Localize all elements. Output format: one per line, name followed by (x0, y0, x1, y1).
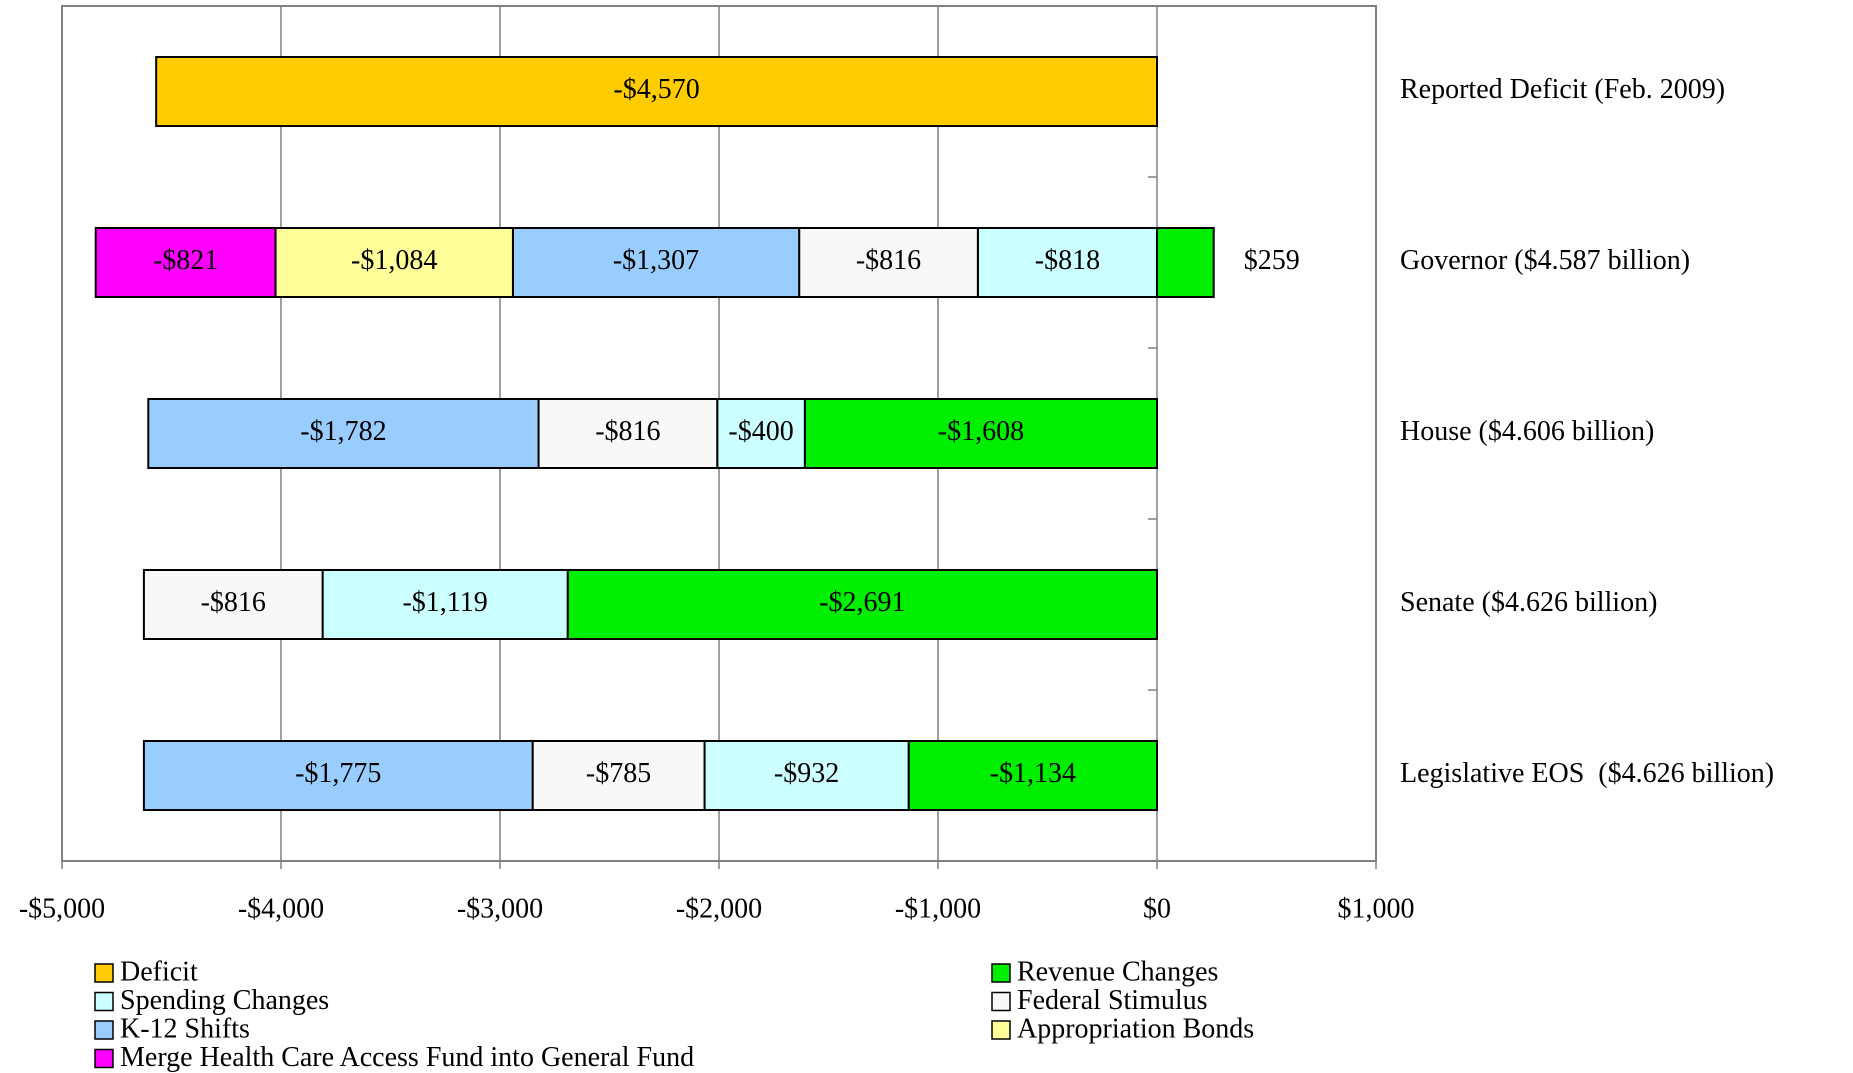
x-tick-label: -$3,000 (457, 893, 543, 924)
bar-segment (274, 227, 514, 298)
value-label: -$785 (586, 758, 651, 789)
bar-segment (803, 398, 1159, 469)
x-tick-label: -$4,000 (238, 893, 324, 924)
bar-segment (907, 740, 1158, 811)
category-label: House ($4.606 billion) (1400, 416, 1654, 447)
value-label: -$1,775 (295, 758, 381, 789)
category-label: Legislative EOS ($4.626 billion) (1400, 758, 1774, 789)
bar-segment (142, 740, 534, 811)
bar-segment (147, 398, 540, 469)
legend-swatch (94, 1048, 114, 1069)
bar-segment (566, 569, 1158, 640)
legend-label: Merge Health Care Access Fund into Gener… (120, 1042, 694, 1073)
legend-swatch (94, 1020, 114, 1040)
value-label: -$1,119 (402, 587, 487, 618)
bar-segment (1156, 227, 1215, 298)
category-label: Reported Deficit (Feb. 2009) (1400, 74, 1725, 105)
category-label: Governor ($4.587 billion) (1400, 245, 1690, 276)
bar-segment (716, 398, 806, 469)
legend-swatch (991, 1020, 1011, 1040)
legend-label: Spending Changes (120, 985, 329, 1016)
bar-segment (155, 56, 1159, 127)
legend-swatch (94, 963, 114, 983)
bar-segment (94, 227, 277, 298)
category-label: Senate ($4.626 billion) (1400, 587, 1657, 618)
value-label: -$1,608 (938, 416, 1024, 447)
legend-swatch (991, 963, 1011, 983)
x-tick-label: $1,000 (1338, 893, 1415, 924)
value-label: -$1,782 (300, 416, 386, 447)
x-tick-label: -$2,000 (676, 893, 762, 924)
bar-segment (703, 740, 910, 811)
bar-segment (798, 227, 979, 298)
value-label: -$816 (856, 245, 921, 276)
value-label: -$1,084 (351, 245, 437, 276)
x-tick-label: -$5,000 (19, 893, 105, 924)
value-label: -$818 (1035, 245, 1100, 276)
bar-segment (142, 569, 324, 640)
value-label: -$816 (201, 587, 266, 618)
value-label: -$4,570 (613, 74, 699, 105)
legend-label: Federal Stimulus (1017, 985, 1208, 1016)
value-label: $259 (1244, 245, 1300, 276)
value-label: -$821 (153, 245, 218, 276)
bar-segment (511, 227, 801, 298)
x-tick-label: $0 (1143, 893, 1171, 924)
legend-swatch (94, 991, 114, 1012)
value-label: -$1,307 (613, 245, 699, 276)
legend-label: Appropriation Bonds (1017, 1013, 1254, 1044)
legend-label: Deficit (120, 956, 198, 987)
legend-label: Revenue Changes (1017, 956, 1218, 987)
x-tick-label: -$1,000 (895, 893, 981, 924)
value-label: -$816 (595, 416, 660, 447)
value-label: -$2,691 (819, 587, 905, 618)
bar-segment (976, 227, 1158, 298)
legend-swatch (991, 991, 1011, 1012)
value-label: -$1,134 (990, 758, 1076, 789)
value-label: -$400 (728, 416, 793, 447)
value-label: -$932 (774, 758, 839, 789)
legend-label: K-12 Shifts (120, 1013, 250, 1044)
bar-segment (537, 398, 719, 469)
